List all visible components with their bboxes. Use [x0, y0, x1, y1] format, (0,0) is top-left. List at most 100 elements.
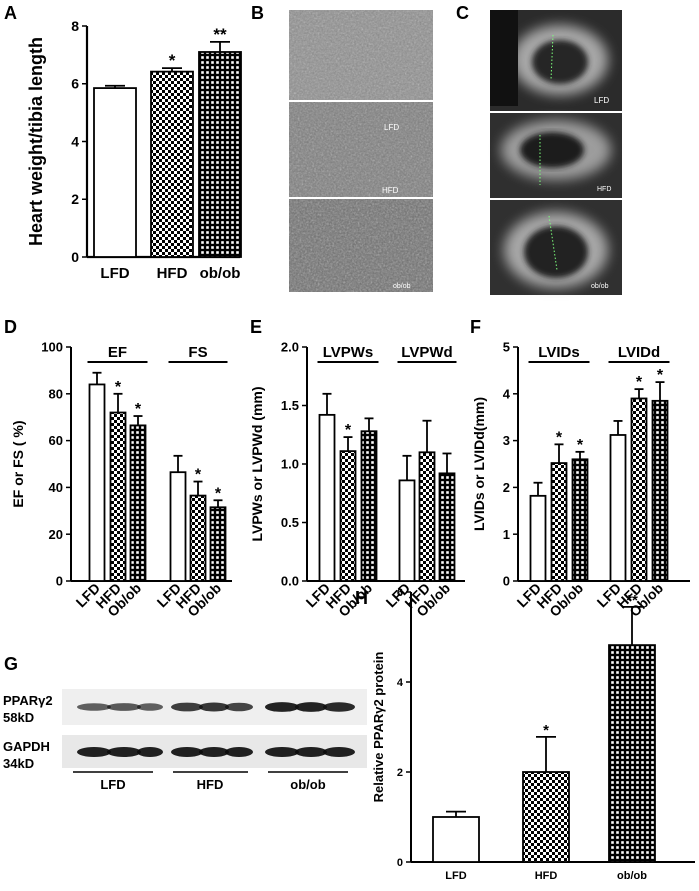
band-size-pparg2: 58kD [3, 710, 34, 725]
y-tick-label: 100 [41, 340, 63, 355]
micrograph-label-lfd: LFD [384, 123, 399, 132]
bar-hfd [109, 411, 127, 582]
blot-band-gapdh [323, 747, 355, 757]
blot-band-pparg2 [107, 703, 141, 711]
blot-band-gapdh [171, 747, 203, 757]
blot-band-gapdh [295, 747, 327, 757]
x-tick-label: LFD [445, 870, 466, 882]
significance-mark: ** [626, 592, 638, 609]
y-axis-label: EF or FS ( %) [10, 420, 26, 507]
bar-hfd [418, 451, 436, 582]
micrograph-label-hfd: HFD [382, 186, 399, 195]
blot-band-gapdh [137, 747, 163, 757]
y-tick-label: 2 [397, 767, 403, 779]
blot-band-pparg2 [171, 702, 203, 712]
panel-letter-c: C [456, 3, 469, 23]
chart-a-heart-weight: 0 2 4 6 8 Heart weight/tibia length LFD * HFD ** o… [26, 18, 242, 282]
group-label-lvidd: LVIDd [618, 344, 660, 361]
y-tick-label: 8 [71, 18, 79, 34]
bar-lfd [432, 816, 480, 863]
bar-lfd [318, 413, 336, 582]
blot-band-pparg2 [265, 702, 299, 712]
y-tick-label: 20 [49, 527, 63, 542]
band-label-pparg2: PPARγ2 [3, 693, 53, 708]
bar-lfd [529, 494, 547, 582]
bar-ob-ob [129, 424, 147, 582]
y-tick-label: 3 [503, 433, 510, 448]
blot-group-lfd: LFD [100, 777, 125, 792]
y-tick-label: 0 [397, 857, 403, 869]
y-tick-label: 60 [49, 433, 63, 448]
bar-lfd [169, 471, 187, 582]
group-label-lvpwd: LVPWd [401, 344, 452, 361]
significance-mark: * [577, 437, 584, 454]
echo-label-lfd: LFD [594, 96, 609, 105]
x-tick-label: HFD [157, 265, 188, 282]
blot-group-hfd: HFD [197, 777, 224, 792]
blot-band-pparg2 [199, 702, 229, 712]
significance-mark: * [345, 422, 352, 439]
blot-band-pparg2 [225, 702, 253, 712]
micrograph-label-obob: ob/ob [393, 283, 411, 290]
bar-lfd [398, 479, 416, 582]
panel-letter-f: F [470, 317, 481, 337]
y-tick-label: 0.5 [281, 515, 299, 530]
western-blot: PPARγ2 58kD GAPDH 34kD LFD HFD ob/ob [3, 689, 367, 792]
y-tick-label: 4 [397, 677, 404, 689]
echo-label-obob: ob/ob [591, 283, 609, 290]
y-tick-label: 0.0 [281, 574, 299, 589]
echo-label-hfd: HFD [597, 186, 611, 193]
blot-band-gapdh [225, 747, 253, 757]
group-label-fs: FS [188, 344, 207, 361]
y-tick-label: 6 [71, 76, 79, 92]
bar-ob-ob [608, 644, 656, 863]
blot-band-pparg2 [77, 703, 111, 711]
y-tick-label: 4 [71, 133, 79, 149]
x-tick-label: LFD [100, 265, 129, 282]
y-axis-label: Heart weight/tibia length [26, 37, 46, 246]
x-tick-label: ob/ob [200, 265, 241, 282]
panel-letter-b: B [251, 3, 264, 23]
bar-lfd [88, 383, 106, 582]
bar-hfd [189, 494, 207, 582]
bar-ob-ob [209, 506, 227, 582]
chart-h-pparg2: 0 2 4 6 Relative PPARγ2 protein LFD * HFD ** ob/o… [371, 587, 695, 882]
significance-mark: * [215, 485, 222, 502]
bar-hfd [630, 397, 648, 582]
significance-mark: * [657, 367, 664, 384]
significance-mark: * [556, 429, 563, 446]
x-tick-label: HFD [535, 870, 558, 882]
western-blot-bands [77, 702, 355, 757]
y-axis-label: LVPWs or LVPWd (mm) [249, 386, 265, 541]
bar-ob-ob [571, 458, 589, 582]
group-label-ef: EF [108, 344, 127, 361]
bar-hfd [522, 771, 570, 863]
bar-lfd [93, 87, 137, 258]
blot-band-gapdh [107, 747, 141, 757]
group-label-lvids: LVIDs [538, 344, 579, 361]
bar-lfd [609, 434, 627, 582]
y-tick-label: 2 [71, 191, 79, 207]
bar-hfd [550, 462, 568, 582]
bar-hfd [339, 450, 357, 582]
band-label-gapdh: GAPDH [3, 739, 50, 754]
x-tick-label: ob/ob [617, 870, 647, 882]
echocardiography-images: LFD HFD ob/ob [490, 10, 622, 295]
bar-ob-ob [438, 472, 456, 582]
significance-mark: * [543, 722, 549, 739]
panel-letter-a: A [4, 3, 17, 23]
y-tick-label: 0 [56, 574, 63, 589]
blot-band-gapdh [199, 747, 229, 757]
significance-mark: * [636, 374, 643, 391]
y-tick-label: 0 [503, 574, 510, 589]
panel-letter-e: E [250, 317, 262, 337]
bar-ob-ob [198, 51, 242, 258]
histology-micrographs: LFD HFD ob/ob [289, 10, 433, 292]
bar-hfd [150, 70, 194, 258]
significance-mark: * [115, 379, 122, 396]
y-axis-label: Relative PPARγ2 protein [371, 652, 386, 803]
